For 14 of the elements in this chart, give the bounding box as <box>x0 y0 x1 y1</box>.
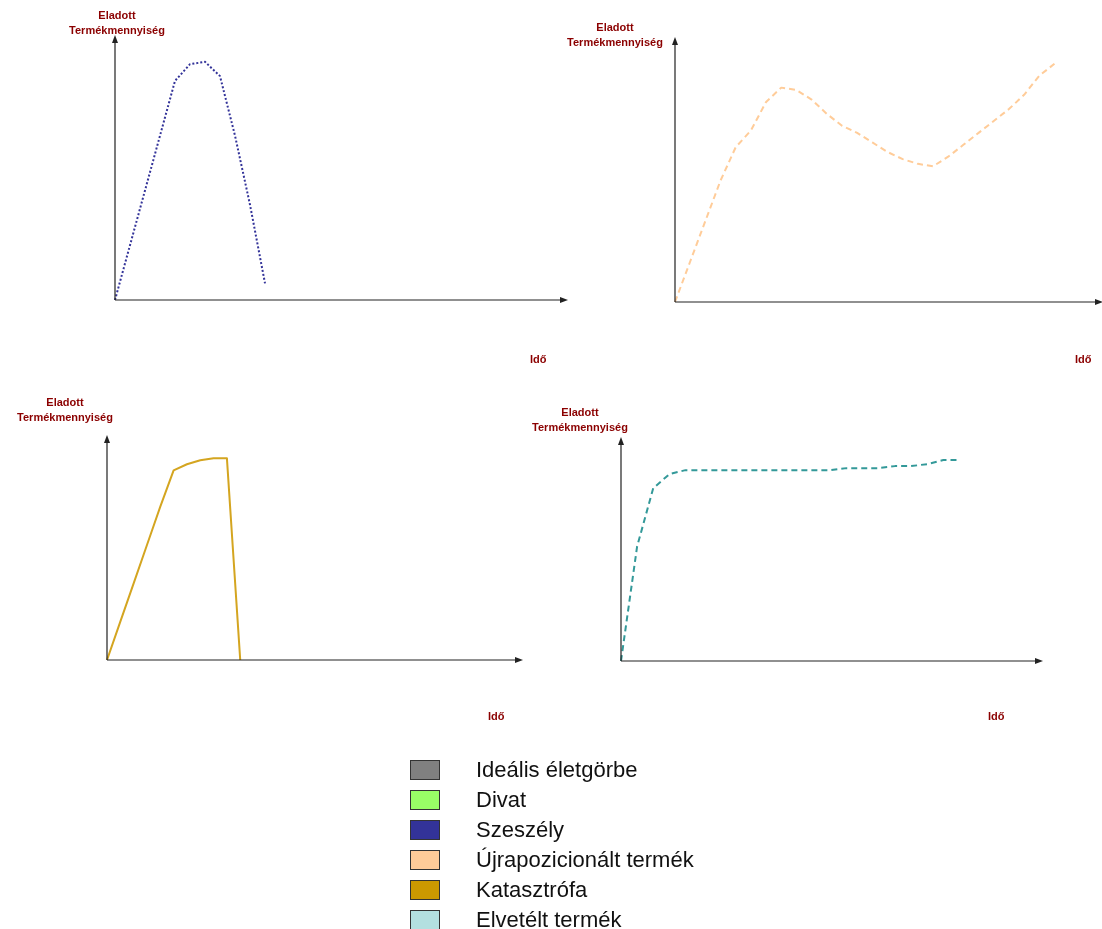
x-axis-title: Idő <box>530 353 547 365</box>
category-label: Újrapozicionált termék <box>476 847 694 873</box>
x-axis-title: Idő <box>488 710 505 722</box>
x-axis-title: Idő <box>988 710 1005 722</box>
y-axis-title: Eladott Termékmennyiség <box>68 8 166 38</box>
x-axis-title: Idő <box>1075 353 1092 365</box>
y-axis-title: Eladott Termékmennyiség <box>531 405 629 435</box>
category-label: Divat <box>476 787 527 813</box>
y-axis-title: Eladott Termékmennyiség <box>16 395 114 425</box>
y-axis-title: Eladott Termékmennyiség <box>566 20 664 50</box>
category-label: Ideális életgörbe <box>476 757 638 783</box>
category-label: Katasztrófa <box>476 877 588 903</box>
category-label: Szeszély <box>476 817 565 843</box>
category-label: Elvetélt termék <box>476 907 622 929</box>
